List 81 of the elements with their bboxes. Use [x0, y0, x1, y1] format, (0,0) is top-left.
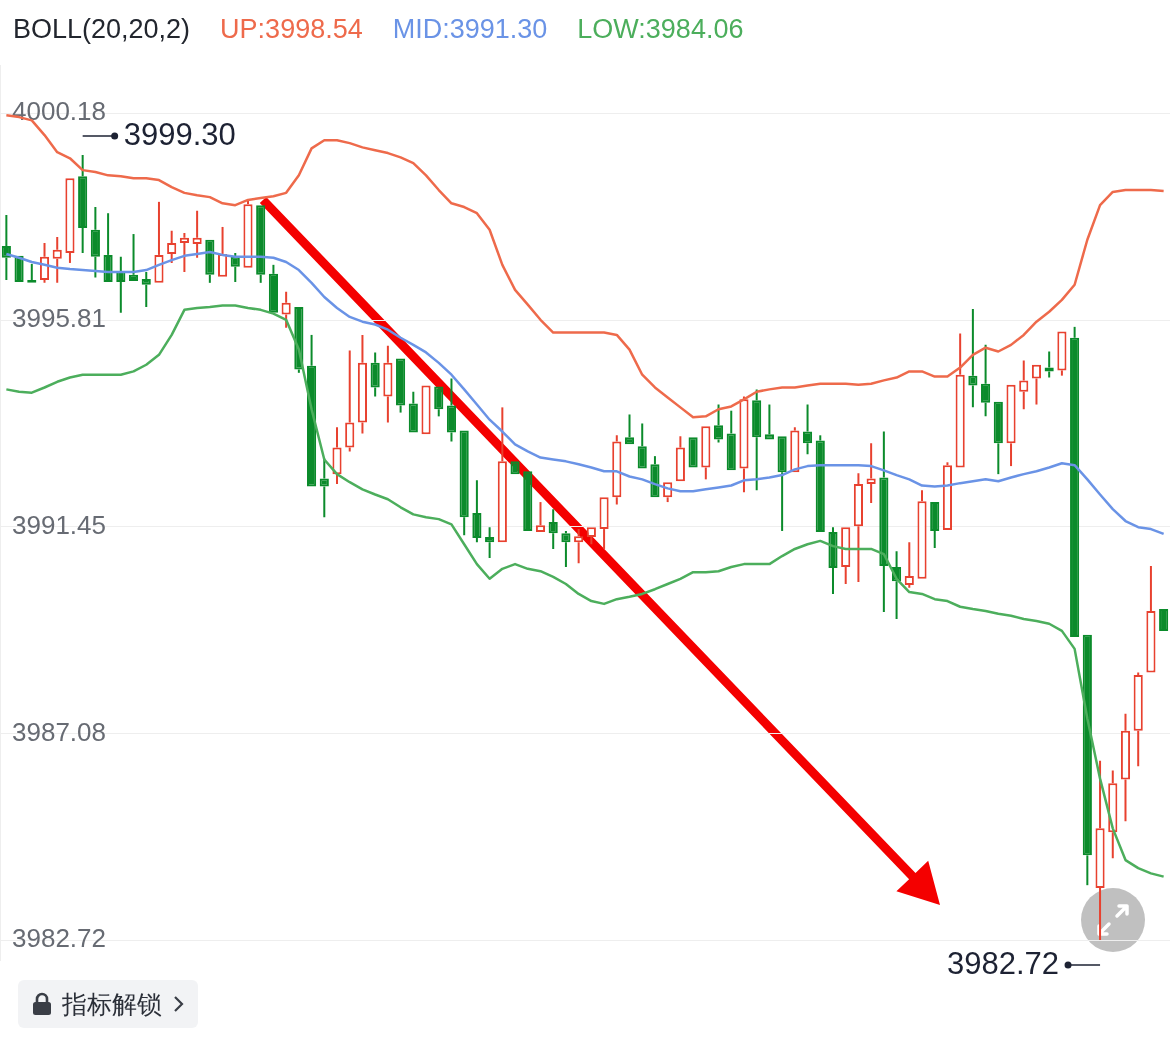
candlestick	[268, 263, 278, 313]
candlestick	[1095, 759, 1105, 942]
candlestick	[497, 406, 507, 543]
candlestick	[879, 430, 889, 613]
candlestick	[1159, 609, 1169, 631]
candlestick	[472, 479, 482, 544]
y-tick-label: 3982.72	[12, 923, 106, 954]
text: MID:3991.30	[392, 14, 548, 45]
candlestick	[815, 434, 825, 532]
candlestick	[154, 200, 164, 283]
annotation: 3982.72	[946, 945, 1060, 981]
candlestick	[548, 508, 558, 550]
candlestick	[345, 349, 355, 453]
candlestick	[599, 497, 609, 550]
text: UP:3998.54	[220, 14, 363, 45]
candlestick	[332, 426, 342, 486]
candlestick	[1031, 364, 1042, 406]
candlestick	[319, 457, 329, 519]
candlestick	[217, 225, 228, 277]
candlestick	[128, 233, 139, 281]
candlestick	[1146, 565, 1156, 673]
candlestick	[192, 209, 202, 259]
y-tick-label: 4000.18	[12, 96, 106, 127]
candlestick	[510, 461, 520, 475]
candlestick	[930, 502, 940, 550]
candlestick	[739, 395, 749, 494]
candlestick	[1006, 384, 1016, 468]
candlestick	[396, 358, 406, 414]
candlestick	[586, 527, 596, 546]
candlestick	[790, 426, 800, 473]
candlestick	[828, 526, 838, 595]
candlestick	[624, 413, 635, 445]
candlestick	[1133, 671, 1143, 768]
candlestick	[535, 501, 546, 532]
candlestick	[866, 442, 876, 505]
y-tick-label: 3991.45	[12, 509, 106, 540]
candlestick	[459, 430, 469, 537]
candlestick	[90, 206, 100, 279]
candlestick	[841, 527, 851, 586]
candlestick	[434, 386, 444, 418]
y-tick-label: 3987.08	[12, 716, 106, 747]
candlestick	[421, 385, 431, 435]
candlestick	[1120, 712, 1131, 823]
candlestick	[357, 333, 368, 435]
candlestick	[752, 388, 762, 492]
candlestick	[230, 252, 240, 283]
candlestick	[78, 153, 88, 254]
candlestick	[281, 290, 291, 329]
candlestick	[1070, 325, 1080, 638]
candlestick	[726, 409, 736, 471]
candlestick	[446, 377, 457, 443]
candlestick	[942, 461, 953, 531]
candlestick	[675, 435, 685, 482]
candlestick	[993, 401, 1003, 476]
candlestick	[574, 528, 584, 565]
candlestick	[777, 436, 787, 532]
candlestick	[1019, 359, 1029, 411]
candlestick	[561, 529, 571, 568]
candlestick	[52, 235, 62, 284]
candlestick	[981, 343, 991, 418]
candlestick	[1082, 634, 1092, 887]
candlestick	[408, 390, 418, 433]
y-tick-label: 3995.81	[12, 303, 106, 334]
candlestick	[701, 426, 711, 481]
candlestick	[637, 422, 647, 469]
text: 指标解锁	[62, 988, 162, 1020]
candlestick	[612, 434, 622, 506]
candlestick	[523, 471, 533, 531]
candlestick	[917, 489, 927, 579]
legend-title: BOLL(20,20,2)	[13, 14, 191, 45]
annotation: 3999.30	[123, 116, 236, 152]
candlestick	[968, 307, 978, 409]
candlestick	[955, 332, 965, 468]
candlestick	[853, 472, 863, 584]
candlestick	[650, 455, 660, 498]
text: LOW:3984.06	[577, 14, 744, 45]
candlestick	[383, 344, 393, 424]
candlestick	[688, 437, 698, 468]
candlestick	[370, 351, 380, 398]
candlestick	[1057, 331, 1067, 377]
candlestick	[141, 270, 151, 308]
